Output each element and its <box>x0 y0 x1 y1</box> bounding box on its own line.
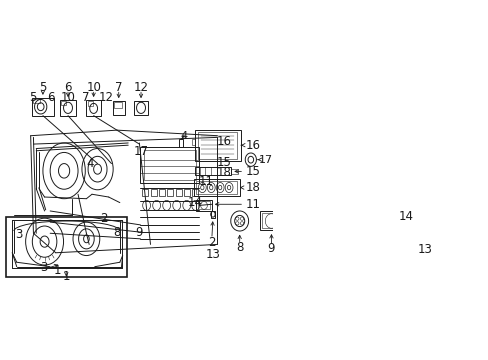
Text: 14: 14 <box>398 210 413 223</box>
Text: 16: 16 <box>245 139 260 152</box>
Bar <box>196 181 237 194</box>
Text: 17: 17 <box>133 145 148 158</box>
Bar <box>140 147 199 183</box>
Text: 17: 17 <box>259 155 273 165</box>
Bar <box>150 189 156 197</box>
Bar <box>114 102 122 108</box>
Bar <box>415 225 424 228</box>
Text: 18: 18 <box>216 166 231 179</box>
Bar <box>32 98 53 116</box>
Text: 2: 2 <box>207 236 215 249</box>
Bar <box>198 132 237 158</box>
Text: 12: 12 <box>133 81 148 94</box>
Bar <box>231 169 238 174</box>
Bar <box>195 130 240 161</box>
Bar <box>5 216 127 277</box>
Bar <box>142 189 148 197</box>
Bar <box>196 200 211 211</box>
Text: 9: 9 <box>135 226 142 239</box>
Text: 1: 1 <box>53 264 61 277</box>
Bar <box>210 211 215 218</box>
Bar <box>134 101 148 115</box>
Text: 11: 11 <box>245 198 260 211</box>
Text: 1: 1 <box>62 270 70 283</box>
Bar <box>262 213 281 228</box>
Text: 15: 15 <box>245 165 260 178</box>
Text: 6: 6 <box>47 91 55 104</box>
Bar <box>60 100 76 116</box>
Text: 6: 6 <box>64 81 72 94</box>
Bar <box>192 189 198 197</box>
Text: 4: 4 <box>86 157 94 170</box>
Bar <box>112 101 124 115</box>
Text: 12: 12 <box>98 91 113 104</box>
Text: 16: 16 <box>216 135 231 148</box>
Text: 10: 10 <box>86 81 101 94</box>
Bar <box>87 101 93 105</box>
Bar <box>179 139 183 147</box>
Text: 5: 5 <box>39 81 46 94</box>
Text: 14: 14 <box>187 195 202 208</box>
Text: 11: 11 <box>199 175 214 188</box>
Bar <box>61 101 66 105</box>
Bar <box>259 211 283 230</box>
Bar <box>159 189 164 197</box>
Text: 8: 8 <box>236 241 243 254</box>
Bar <box>183 189 190 197</box>
Bar <box>194 179 239 196</box>
Text: 10: 10 <box>61 91 76 104</box>
Bar <box>33 99 40 103</box>
Text: 5: 5 <box>29 91 37 104</box>
Bar <box>195 167 231 175</box>
Bar <box>175 189 182 197</box>
Text: 15: 15 <box>216 156 231 169</box>
Bar <box>86 100 101 116</box>
Bar <box>198 202 209 209</box>
Text: 13: 13 <box>416 243 431 256</box>
Bar <box>191 139 195 145</box>
Bar <box>413 228 426 237</box>
Bar <box>143 150 195 180</box>
Text: 7: 7 <box>82 91 90 104</box>
Text: 7: 7 <box>115 81 122 94</box>
Text: 4: 4 <box>180 131 187 141</box>
Bar <box>167 189 173 197</box>
Text: 3: 3 <box>40 261 47 274</box>
Text: 8: 8 <box>113 226 121 239</box>
Text: 18: 18 <box>245 181 260 194</box>
Text: 3: 3 <box>15 228 22 240</box>
Text: 13: 13 <box>205 248 221 261</box>
Text: 2: 2 <box>100 212 107 225</box>
Text: 9: 9 <box>267 242 275 255</box>
